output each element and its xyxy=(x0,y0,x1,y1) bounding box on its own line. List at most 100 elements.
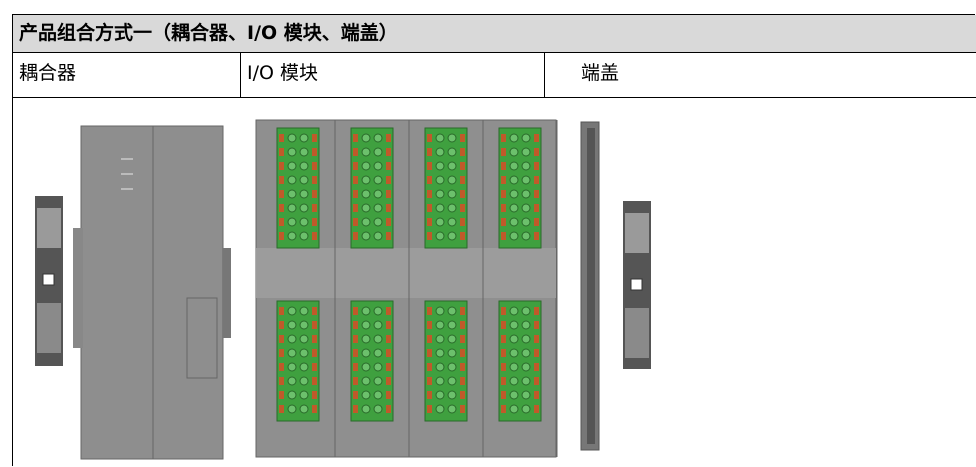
module-part xyxy=(447,203,457,213)
module-part xyxy=(501,405,506,413)
end-piece xyxy=(623,201,651,369)
module-part xyxy=(501,162,506,170)
module-part xyxy=(521,147,531,157)
module-part xyxy=(447,217,457,227)
module-part xyxy=(427,218,432,226)
module-part xyxy=(501,134,506,142)
module-part xyxy=(460,162,465,170)
module-part xyxy=(353,148,358,156)
module-part xyxy=(299,320,309,330)
module-part xyxy=(447,175,457,185)
module-part xyxy=(287,189,297,199)
end-bar xyxy=(580,121,600,451)
module-part xyxy=(509,404,519,414)
module-part xyxy=(353,349,358,357)
module-part xyxy=(287,306,297,316)
column-label: 耦合器 xyxy=(13,53,241,97)
module-part xyxy=(353,405,358,413)
module-part xyxy=(534,190,539,198)
module-part xyxy=(521,161,531,171)
module-part xyxy=(460,391,465,399)
module-part xyxy=(521,334,531,344)
module-part xyxy=(373,231,383,241)
module-part xyxy=(279,405,284,413)
module-part xyxy=(386,162,391,170)
module-part xyxy=(353,162,358,170)
module-part xyxy=(299,231,309,241)
module-part xyxy=(509,175,519,185)
module-part xyxy=(386,190,391,198)
module-part xyxy=(521,404,531,414)
module-part xyxy=(521,320,531,330)
module-part xyxy=(287,376,297,386)
module-part xyxy=(299,217,309,227)
module-part xyxy=(501,190,506,198)
module-part xyxy=(521,362,531,372)
module-part xyxy=(460,377,465,385)
module-part xyxy=(361,175,371,185)
module-part xyxy=(350,127,394,249)
module-part xyxy=(501,232,506,240)
module-part xyxy=(312,363,317,371)
module-part xyxy=(509,376,519,386)
module-part xyxy=(501,148,506,156)
module-part xyxy=(534,377,539,385)
module-part xyxy=(427,405,432,413)
module-part xyxy=(312,162,317,170)
module-part xyxy=(460,204,465,212)
module-part xyxy=(353,377,358,385)
module-part xyxy=(509,320,519,330)
module-part xyxy=(501,218,506,226)
module-part xyxy=(353,321,358,329)
module-part xyxy=(521,189,531,199)
module-part xyxy=(435,390,445,400)
module-part xyxy=(521,376,531,386)
module-part xyxy=(279,391,284,399)
module-part xyxy=(287,404,297,414)
module-part xyxy=(501,363,506,371)
module-part xyxy=(427,335,432,343)
module-part xyxy=(299,203,309,213)
product-image xyxy=(35,119,651,460)
module-part xyxy=(447,231,457,241)
module-part xyxy=(447,334,457,344)
module-part xyxy=(534,321,539,329)
module-part xyxy=(534,218,539,226)
module-part xyxy=(373,320,383,330)
end-piece xyxy=(35,196,63,366)
module-part xyxy=(312,391,317,399)
module-part xyxy=(279,134,284,142)
module-part xyxy=(361,334,371,344)
module-part xyxy=(312,148,317,156)
module-part xyxy=(373,362,383,372)
module-part xyxy=(287,161,297,171)
module-part xyxy=(534,335,539,343)
module-part xyxy=(534,176,539,184)
module-part xyxy=(386,321,391,329)
module-part xyxy=(509,161,519,171)
module-part xyxy=(386,218,391,226)
module-part xyxy=(509,231,519,241)
module-part xyxy=(353,335,358,343)
module-part xyxy=(534,405,539,413)
module-part xyxy=(373,334,383,344)
module-part xyxy=(287,203,297,213)
module-part xyxy=(386,349,391,357)
module-part xyxy=(287,133,297,143)
module-part xyxy=(521,217,531,227)
module-part xyxy=(386,148,391,156)
module-part xyxy=(460,321,465,329)
module-part xyxy=(312,307,317,315)
module-part xyxy=(353,307,358,315)
module-part xyxy=(386,134,391,142)
module-part xyxy=(373,189,383,199)
module-part xyxy=(427,162,432,170)
module-part xyxy=(509,390,519,400)
module-part xyxy=(373,390,383,400)
module-part xyxy=(509,217,519,227)
module-part xyxy=(460,307,465,315)
module-part xyxy=(447,161,457,171)
module-part xyxy=(447,320,457,330)
module-part xyxy=(447,306,457,316)
module-part xyxy=(460,134,465,142)
